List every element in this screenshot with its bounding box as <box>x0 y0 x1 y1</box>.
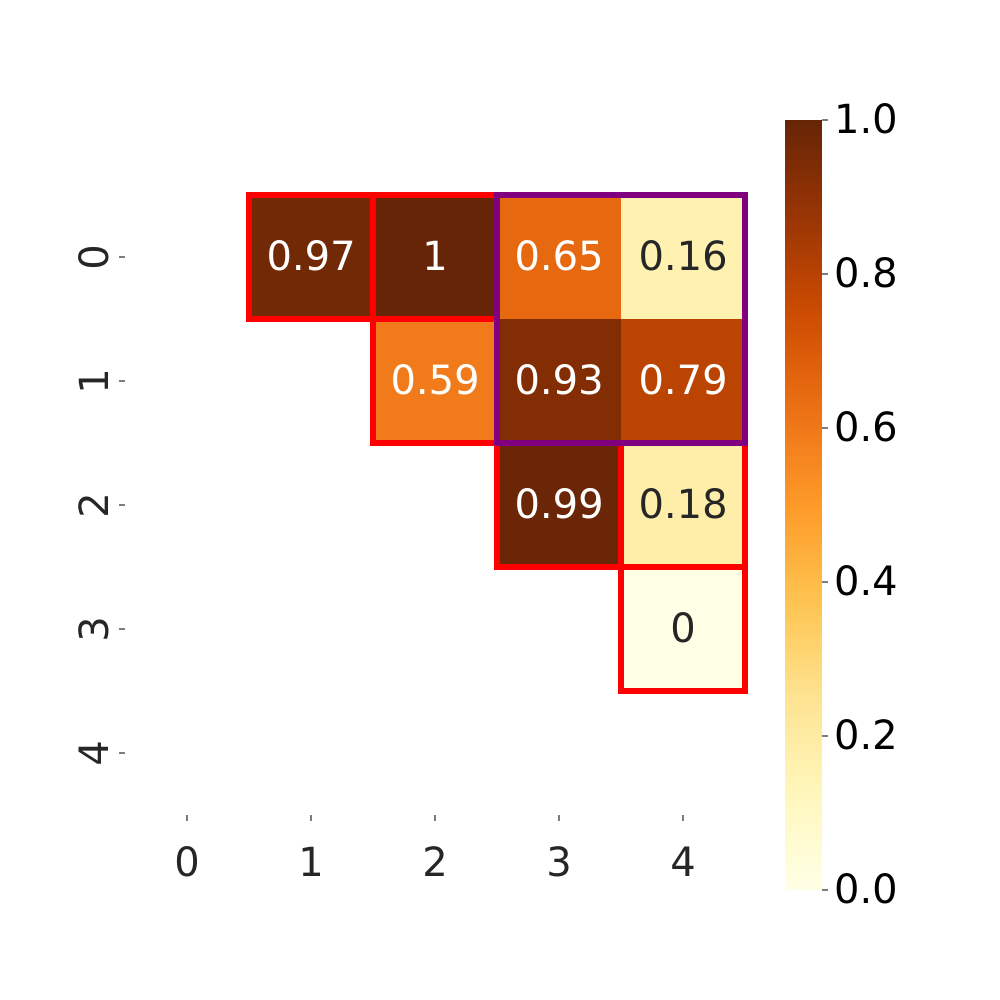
y-tick-label-2: 2 <box>72 492 118 517</box>
heatmap-cell-1-3 <box>497 319 621 443</box>
colorbar-tick-label-1: 0.2 <box>834 713 898 759</box>
heatmap-cell-0-4 <box>621 195 745 319</box>
heatmap-cell-0-1 <box>249 195 373 319</box>
cell-value-label-1-3: 0.93 <box>514 358 603 404</box>
cell-value-label-2-4: 0.18 <box>638 482 727 528</box>
x-tick-label-2: 2 <box>422 840 447 886</box>
colorbar-tick-label-2: 0.4 <box>834 559 898 605</box>
colorbar-tick-label-5: 1.0 <box>834 97 898 143</box>
heatmap-cell-1-4 <box>621 319 745 443</box>
heatmap-cell-0-2 <box>373 195 497 319</box>
cell-value-label-2-3: 0.99 <box>514 482 603 528</box>
y-tick-label-0: 0 <box>72 244 118 269</box>
x-tick-label-4: 4 <box>670 840 695 886</box>
cell-value-label-1-4: 0.79 <box>638 358 727 404</box>
heatmap-cell-1-2 <box>373 319 497 443</box>
cell-value-label-1-2: 0.59 <box>390 358 479 404</box>
highlight-box-6 <box>494 192 748 446</box>
x-tick-label-0: 0 <box>174 840 199 886</box>
cell-value-label-0-1: 0.97 <box>266 234 355 280</box>
colorbar-tick-label-3: 0.6 <box>834 405 898 451</box>
x-tick-label-3: 3 <box>546 840 571 886</box>
highlight-box-5 <box>618 564 748 694</box>
y-tick-label-1: 1 <box>72 368 118 393</box>
x-axis-ticks: 0 1 2 3 4 <box>174 815 696 886</box>
heatmap-cells: 0.97 1 0.65 0.16 0.59 0.93 0.79 0.99 0.18 0 <box>249 195 745 691</box>
cell-value-label-3-4: 0 <box>670 606 695 652</box>
cell-value-label-0-4: 0.16 <box>638 234 727 280</box>
cell-value-label-0-2: 1 <box>422 234 447 280</box>
colorbar-gradient <box>785 120 822 890</box>
y-tick-label-4: 4 <box>72 740 118 765</box>
colorbar-tick-label-4: 0.8 <box>834 251 898 297</box>
highlight-boxes <box>246 192 748 694</box>
colorbar-tick-label-0: 0.0 <box>834 867 898 913</box>
colorbar: 0.0 0.2 0.4 0.6 0.8 1.0 <box>785 97 898 913</box>
y-axis-ticks: 0 1 2 3 4 <box>72 244 125 766</box>
heatmap-cell-0-3 <box>497 195 621 319</box>
heatmap-cell-3-4 <box>621 567 745 691</box>
heatmap-cell-2-4 <box>621 443 745 567</box>
x-tick-label-1: 1 <box>298 840 323 886</box>
y-tick-label-3: 3 <box>72 616 118 641</box>
cell-value-label-0-3: 0.65 <box>514 234 603 280</box>
heatmap-cell-2-3 <box>497 443 621 567</box>
